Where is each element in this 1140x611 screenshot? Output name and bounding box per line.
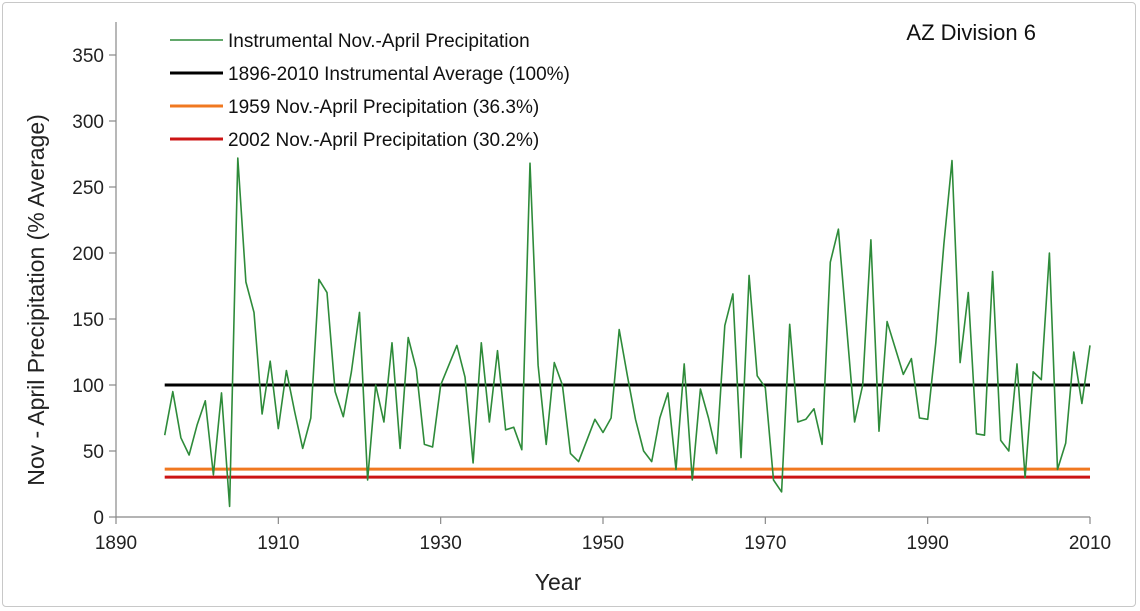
tick-labels: 1890 1910 1930 1950 1970 1990 2010 0 50 100 150 200… bbox=[72, 46, 1111, 554]
legend-label: Instrumental Nov.-April Precipitation bbox=[228, 31, 530, 52]
tick-marks bbox=[109, 54, 1091, 524]
x-tick-label: 1970 bbox=[744, 533, 786, 554]
x-tick-label: 1930 bbox=[420, 533, 462, 554]
y-tick-label: 300 bbox=[72, 112, 104, 133]
legend: Instrumental Nov.-April Precipitation 189… bbox=[170, 31, 570, 151]
y-tick-label: 150 bbox=[72, 310, 104, 331]
y-tick-label: 350 bbox=[72, 46, 104, 67]
legend-label: 1959 Nov.-April Precipitation (36.3%) bbox=[228, 97, 539, 118]
y-tick-label: 250 bbox=[72, 178, 104, 199]
y-tick-label: 50 bbox=[83, 442, 104, 463]
y-tick-label: 100 bbox=[72, 376, 104, 397]
plot-lines bbox=[163, 157, 1091, 508]
precipitation-series-line bbox=[163, 157, 1091, 508]
x-tick-label: 1910 bbox=[257, 533, 299, 554]
y-tick-label: 0 bbox=[93, 508, 104, 529]
legend-label: 2002 Nov.-April Precipitation (30.2%) bbox=[228, 130, 539, 151]
x-tick-label: 1890 bbox=[95, 533, 137, 554]
x-axis-title: Year bbox=[535, 569, 582, 595]
x-tick-label: 1950 bbox=[582, 533, 624, 554]
annotation-label: AZ Division 6 bbox=[906, 20, 1036, 45]
x-tick-label: 2010 bbox=[1069, 533, 1111, 554]
legend-label: 1896-2010 Instrumental Average (100%) bbox=[228, 64, 570, 85]
y-axis-title: Nov - April Precipitation (% Average) bbox=[23, 114, 49, 486]
y-tick-label: 200 bbox=[72, 244, 104, 265]
x-tick-label: 1990 bbox=[907, 533, 949, 554]
